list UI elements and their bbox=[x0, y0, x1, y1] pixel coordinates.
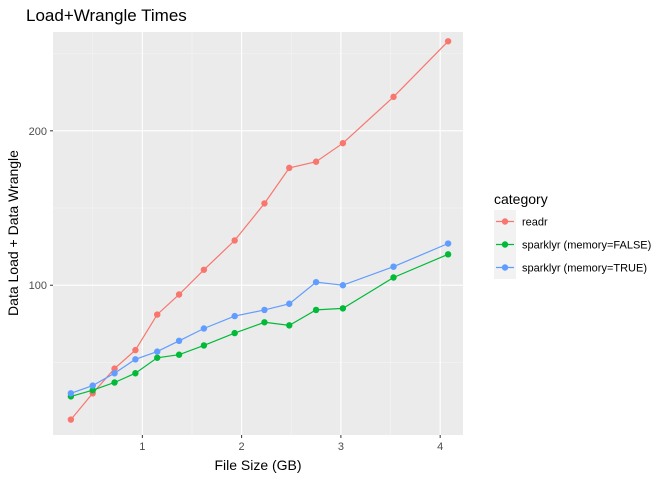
grid bbox=[53, 32, 463, 435]
data-point bbox=[89, 387, 96, 394]
y-axis-title: Data Load + Data Wrangle bbox=[5, 150, 21, 316]
data-point bbox=[89, 382, 96, 389]
data-point bbox=[444, 240, 452, 247]
data-point bbox=[444, 38, 452, 45]
series-2 bbox=[67, 240, 452, 397]
y-tick-label: 200 bbox=[29, 126, 47, 138]
legend-title: category bbox=[494, 191, 548, 207]
data-point bbox=[111, 379, 118, 386]
series-layer bbox=[67, 38, 452, 423]
data-point bbox=[286, 300, 293, 307]
data-point bbox=[200, 342, 208, 349]
data-point bbox=[286, 164, 293, 172]
data-point bbox=[390, 93, 397, 101]
data-point bbox=[200, 266, 208, 273]
axis-ticks: 1 2 3 4 100 200 bbox=[29, 126, 444, 453]
data-point bbox=[390, 263, 397, 270]
data-point bbox=[261, 200, 268, 207]
data-point bbox=[231, 237, 238, 244]
series-line bbox=[70, 242, 449, 394]
data-point bbox=[261, 319, 268, 326]
data-point bbox=[312, 278, 320, 286]
data-point bbox=[339, 139, 347, 147]
data-point bbox=[339, 305, 347, 312]
data-point bbox=[111, 370, 118, 377]
data-point bbox=[132, 346, 139, 354]
x-axis-title: File Size (GB) bbox=[214, 457, 301, 473]
data-point bbox=[231, 329, 238, 337]
data-point bbox=[175, 291, 183, 298]
data-point bbox=[390, 274, 397, 281]
y-tick-label: 100 bbox=[29, 280, 47, 292]
data-point bbox=[175, 351, 183, 358]
data-point bbox=[67, 416, 75, 423]
legend-key-point bbox=[501, 241, 509, 248]
legend-key-point bbox=[501, 218, 509, 225]
data-point bbox=[312, 158, 320, 165]
data-point bbox=[312, 306, 320, 314]
data-point bbox=[286, 322, 293, 329]
data-point bbox=[132, 356, 139, 363]
data-point bbox=[154, 311, 161, 318]
x-tick-label: 1 bbox=[139, 441, 145, 453]
legend: category readr sparklyr (memory=FALSE) spa… bbox=[494, 191, 651, 279]
data-point bbox=[175, 337, 183, 345]
data-point bbox=[154, 354, 161, 361]
x-tick-label: 3 bbox=[338, 441, 344, 453]
x-tick-label: 2 bbox=[239, 441, 245, 453]
legend-label: sparklyr (memory=FALSE) bbox=[522, 240, 651, 252]
data-point bbox=[261, 306, 268, 314]
data-point bbox=[67, 390, 75, 397]
data-point bbox=[200, 325, 208, 332]
legend-key-point bbox=[501, 264, 509, 271]
series-1 bbox=[67, 251, 452, 400]
data-point bbox=[231, 312, 238, 320]
data-point bbox=[154, 348, 161, 355]
x-tick-label: 4 bbox=[437, 441, 443, 453]
data-point bbox=[444, 251, 452, 258]
legend-label: sparklyr (memory=TRUE) bbox=[522, 263, 647, 275]
series-line bbox=[70, 253, 449, 397]
series-0 bbox=[67, 38, 452, 423]
data-point bbox=[339, 282, 347, 289]
chart-title: Load+Wrangle Times bbox=[26, 6, 187, 25]
series-line bbox=[70, 40, 449, 420]
data-point bbox=[111, 365, 118, 372]
data-point bbox=[132, 370, 139, 377]
legend-label: readr bbox=[522, 217, 548, 229]
